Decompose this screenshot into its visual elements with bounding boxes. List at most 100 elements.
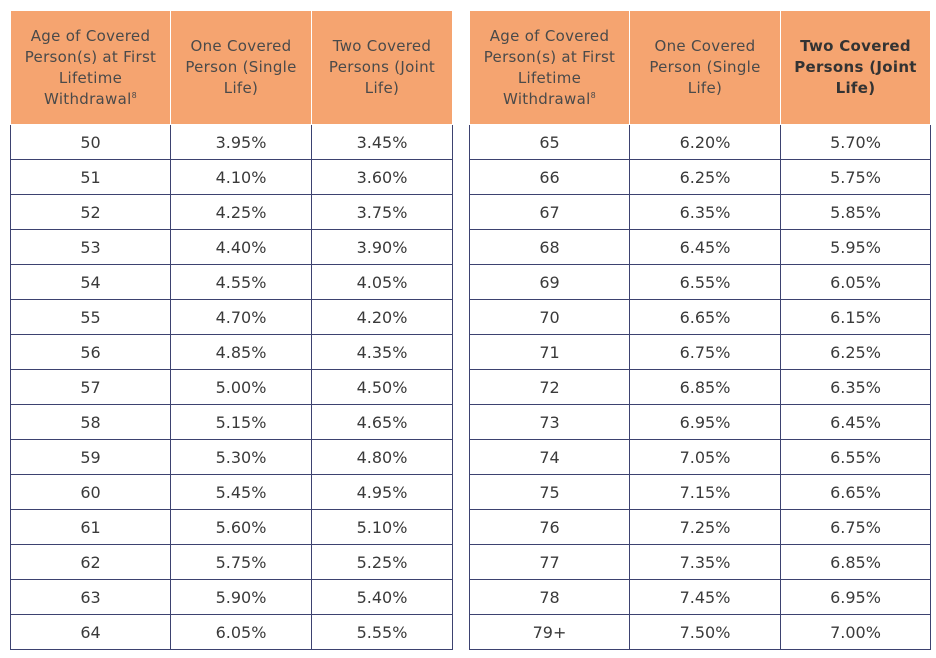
- table-row: 56 4.85% 4.35%: [10, 334, 453, 370]
- header-cell: Two Covered Persons (Joint Life): [311, 10, 453, 125]
- table-cell: 3.60%: [311, 159, 453, 195]
- table-cell: 56: [10, 334, 171, 370]
- table-cell: 50: [10, 124, 171, 160]
- table-cell: 6.05%: [780, 264, 931, 300]
- table-cell: 6.20%: [629, 124, 781, 160]
- table-cell: 6.75%: [629, 334, 781, 370]
- table-cell: 6.25%: [629, 159, 781, 195]
- table-cell: 64: [10, 614, 171, 650]
- table-cell: 6.25%: [780, 334, 931, 370]
- table-cell: 61: [10, 509, 171, 545]
- table-cell: 4.50%: [311, 369, 453, 405]
- table-cell: 52: [10, 194, 171, 230]
- table-row: 75 7.15% 6.65%: [469, 474, 931, 510]
- table-cell: 4.95%: [311, 474, 453, 510]
- table-cell: 3.95%: [170, 124, 312, 160]
- table-row: 71 6.75% 6.25%: [469, 334, 931, 370]
- table-cell: 6.85%: [629, 369, 781, 405]
- table-cell: 6.65%: [629, 299, 781, 335]
- header-cell: Age of Covered Person(s) at First Lifeti…: [469, 10, 630, 125]
- table-cell: 5.75%: [170, 544, 312, 580]
- table-cell: 5.30%: [170, 439, 312, 475]
- table-cell: 6.15%: [780, 299, 931, 335]
- table-row: 53 4.40% 3.90%: [10, 229, 453, 265]
- table-row: 54 4.55% 4.05%: [10, 264, 453, 300]
- table-body: 50 3.95% 3.45% 51 4.10% 3.60% 52 4.25% 3.75% 53 4.…: [10, 124, 453, 650]
- table-cell: 6.05%: [170, 614, 312, 650]
- table-cell: 5.85%: [780, 194, 931, 230]
- table-row: 61 5.60% 5.10%: [10, 509, 453, 545]
- table-cell: 68: [469, 229, 630, 265]
- header-cell: One Covered Person (Single Life): [629, 10, 781, 125]
- table-cell: 5.60%: [170, 509, 312, 545]
- table-cell: 73: [469, 404, 630, 440]
- header-text: One Covered Person (Single Life): [649, 37, 761, 97]
- table-row: 72 6.85% 6.35%: [469, 369, 931, 405]
- table-row: 58 5.15% 4.65%: [10, 404, 453, 440]
- table-cell: 4.05%: [311, 264, 453, 300]
- table-cell: 6.45%: [629, 229, 781, 265]
- table-row: 51 4.10% 3.60%: [10, 159, 453, 195]
- header-row: Age of Covered Person(s) at First Lifeti…: [10, 10, 453, 125]
- header-text: Age of Covered Person(s) at First Lifeti…: [483, 26, 616, 108]
- table-row: 63 5.90% 5.40%: [10, 579, 453, 615]
- table-row: 76 7.25% 6.75%: [469, 509, 931, 545]
- table-cell: 5.10%: [311, 509, 453, 545]
- table-cell: 4.55%: [170, 264, 312, 300]
- table-cell: 6.65%: [780, 474, 931, 510]
- table-cell: 7.15%: [629, 474, 781, 510]
- table-row: 78 7.45% 6.95%: [469, 579, 931, 615]
- table-cell: 4.80%: [311, 439, 453, 475]
- table-row: 68 6.45% 5.95%: [469, 229, 931, 265]
- table-cell: 78: [469, 579, 630, 615]
- table-row: 62 5.75% 5.25%: [10, 544, 453, 580]
- table-cell: 4.20%: [311, 299, 453, 335]
- table-cell: 4.70%: [170, 299, 312, 335]
- table-row: 67 6.35% 5.85%: [469, 194, 931, 230]
- header-text: One Covered Person (Single Life): [185, 37, 297, 97]
- table-cell: 6.85%: [780, 544, 931, 580]
- table-cell: 72: [469, 369, 630, 405]
- table-cell: 7.25%: [629, 509, 781, 545]
- table-row: 70 6.65% 6.15%: [469, 299, 931, 335]
- table-cell: 5.25%: [311, 544, 453, 580]
- table-row: 66 6.25% 5.75%: [469, 159, 931, 195]
- table-cell: 4.65%: [311, 404, 453, 440]
- table-row: 65 6.20% 5.70%: [469, 124, 931, 160]
- table-cell: 6.35%: [780, 369, 931, 405]
- header-text: Two Covered Persons (Joint Life): [328, 37, 436, 97]
- footnote-marker: 8: [590, 90, 596, 100]
- table-row: 74 7.05% 6.55%: [469, 439, 931, 475]
- table-cell: 5.15%: [170, 404, 312, 440]
- rate-table: Age of Covered Person(s) at First Lifeti…: [469, 10, 931, 650]
- table-cell: 7.35%: [629, 544, 781, 580]
- table-header: Age of Covered Person(s) at First Lifeti…: [10, 10, 453, 125]
- table-cell: 62: [10, 544, 171, 580]
- table-row: 64 6.05% 5.55%: [10, 614, 453, 650]
- table-row: 60 5.45% 4.95%: [10, 474, 453, 510]
- table-cell: 51: [10, 159, 171, 195]
- table-cell: 5.55%: [311, 614, 453, 650]
- header-text: Two Covered Persons (Joint Life): [794, 37, 917, 97]
- table-cell: 76: [469, 509, 630, 545]
- table-cell: 3.75%: [311, 194, 453, 230]
- table-cell: 7.05%: [629, 439, 781, 475]
- table-cell: 4.25%: [170, 194, 312, 230]
- table-cell: 5.75%: [780, 159, 931, 195]
- table-cell: 70: [469, 299, 630, 335]
- table-row: 59 5.30% 4.80%: [10, 439, 453, 475]
- table-header: Age of Covered Person(s) at First Lifeti…: [469, 10, 931, 125]
- table-row: 73 6.95% 6.45%: [469, 404, 931, 440]
- table-cell: 5.90%: [170, 579, 312, 615]
- table-cell: 77: [469, 544, 630, 580]
- table-cell: 66: [469, 159, 630, 195]
- table-row: 57 5.00% 4.50%: [10, 369, 453, 405]
- header-text: Age of Covered Person(s) at First Lifeti…: [24, 26, 157, 108]
- table-cell: 65: [469, 124, 630, 160]
- table-cell: 6.45%: [780, 404, 931, 440]
- table-cell: 6.35%: [629, 194, 781, 230]
- table-cell: 4.40%: [170, 229, 312, 265]
- table-cell: 6.55%: [629, 264, 781, 300]
- table-cell: 63: [10, 579, 171, 615]
